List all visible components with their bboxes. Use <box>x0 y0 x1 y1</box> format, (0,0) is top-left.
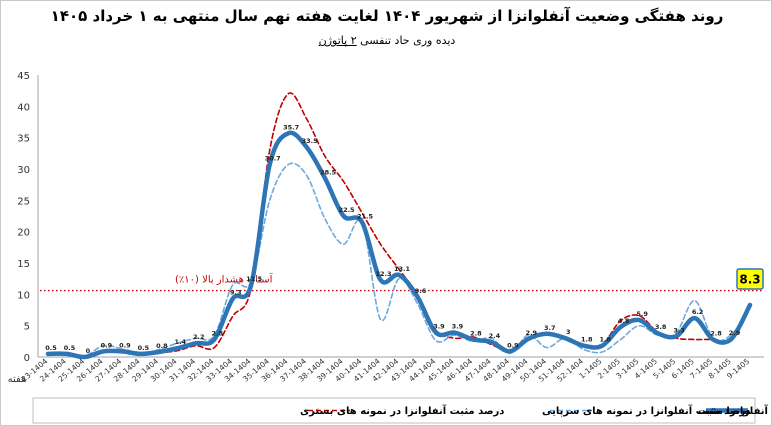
series-line-outpatient <box>47 162 751 357</box>
data-label: 1.4 <box>175 338 187 346</box>
data-label: 0.8 <box>156 342 168 350</box>
data-label: 2.8 <box>212 329 224 337</box>
data-label: 22.5 <box>339 206 356 214</box>
y-tick-labels: 0 5 10 15 20 25 30 35 40 45 <box>17 71 30 364</box>
data-label: 3.7 <box>544 324 556 332</box>
data-label: 2.8 <box>470 329 482 337</box>
data-label: 3.3 <box>673 326 685 334</box>
subtitle-prefix: دیده وری حاد تنفسی <box>360 34 456 47</box>
last-value-callout: 8.3 <box>736 268 764 290</box>
data-label: 0.9 <box>101 341 113 349</box>
data-label: 9.3 <box>230 289 242 297</box>
y-tick-label: 0 <box>24 353 30 364</box>
legend-item-outpatient: درصد مثبت آنفلوانزا در نمونه های سرپایی <box>542 404 750 417</box>
data-label: 0.9 <box>507 341 519 349</box>
data-label: 2.9 <box>729 329 741 337</box>
data-label: 2.2 <box>193 333 205 341</box>
y-tick-label: 15 <box>17 259 30 270</box>
data-label: 2.4 <box>489 332 501 340</box>
data-label: 3 <box>566 328 571 336</box>
chart-title: روند هفتگی وضعیت آنفلوانزا از شهریور ۱۴۰… <box>50 7 724 25</box>
data-label: 0.5 <box>64 344 76 352</box>
data-label: 0.9 <box>119 341 131 349</box>
data-label: 4.8 <box>618 317 630 325</box>
data-label: 0 <box>86 347 91 355</box>
legend-item-average: میانگین آنفلوانزا مثبت <box>698 404 772 417</box>
data-label: 13.1 <box>394 265 411 273</box>
data-label: 3.9 <box>452 323 464 331</box>
data-label: 3.9 <box>433 323 445 331</box>
legend-box <box>32 397 756 424</box>
last-value-box <box>736 268 764 290</box>
last-value-label: 8.3 <box>739 272 760 286</box>
data-label: 1.8 <box>581 336 593 344</box>
data-label: 2.8 <box>710 329 722 337</box>
series-line-inpatient <box>47 92 751 357</box>
data-label: 1.8 <box>599 336 611 344</box>
data-label: 28.5 <box>320 168 337 176</box>
data-label: 35.7 <box>283 123 299 131</box>
series-line-average <box>45 130 753 360</box>
data-label: 0.5 <box>45 344 57 352</box>
y-tick-label: 45 <box>17 71 30 82</box>
y-tick-label: 35 <box>17 134 30 145</box>
y-tick-label: 5 <box>24 322 30 333</box>
data-label: 9.6 <box>415 287 427 295</box>
x-tick-labels: 23-140424-140425-140426-140427-140428-14… <box>19 356 751 383</box>
series-lines <box>45 92 753 360</box>
data-label: 5.9 <box>636 310 648 318</box>
data-label: 0.5 <box>138 344 150 352</box>
y-tick-label: 10 <box>17 290 30 301</box>
legend-item-inpatient: درصد مثبت آنفلوانزا در نمونه های بستری <box>300 404 504 417</box>
data-label: 30.7 <box>265 155 281 163</box>
data-labels: 0.5 0.5 0 0.9 0.9 0.5 0.8 1.4 2.2 2.8 9.3 11.5 30.7 3… <box>45 123 741 355</box>
chart-subtitle: دیده وری حاد تنفسی ۲ پاتوژن <box>1 34 772 47</box>
data-label: 3.8 <box>655 323 667 331</box>
data-label: 12.3 <box>376 270 392 278</box>
data-label: 11.5 <box>246 275 263 283</box>
y-tick-label: 20 <box>17 228 30 239</box>
legend-label: درصد مثبت آنفلوانزا در نمونه های سرپایی <box>542 404 750 417</box>
y-tick-label: 30 <box>17 165 30 176</box>
data-label: 21.5 <box>357 212 374 220</box>
subtitle-underlined: ۲ پاتوژن <box>318 34 357 47</box>
threshold-label: آستانه هشدار بالا (۱۰٪) <box>175 273 274 286</box>
y-tick-label: 40 <box>17 102 30 113</box>
y-tick-label: 25 <box>17 196 30 207</box>
legend-label: درصد مثبت آنفلوانزا در نمونه های بستری <box>300 404 504 417</box>
data-label: 33.5 <box>302 137 319 145</box>
data-label: 6.2 <box>692 308 704 316</box>
x-axis-label: هفته <box>8 374 27 385</box>
data-label: 2.9 <box>526 329 538 337</box>
legend-label: میانگین آنفلوانزا مثبت <box>698 404 772 417</box>
